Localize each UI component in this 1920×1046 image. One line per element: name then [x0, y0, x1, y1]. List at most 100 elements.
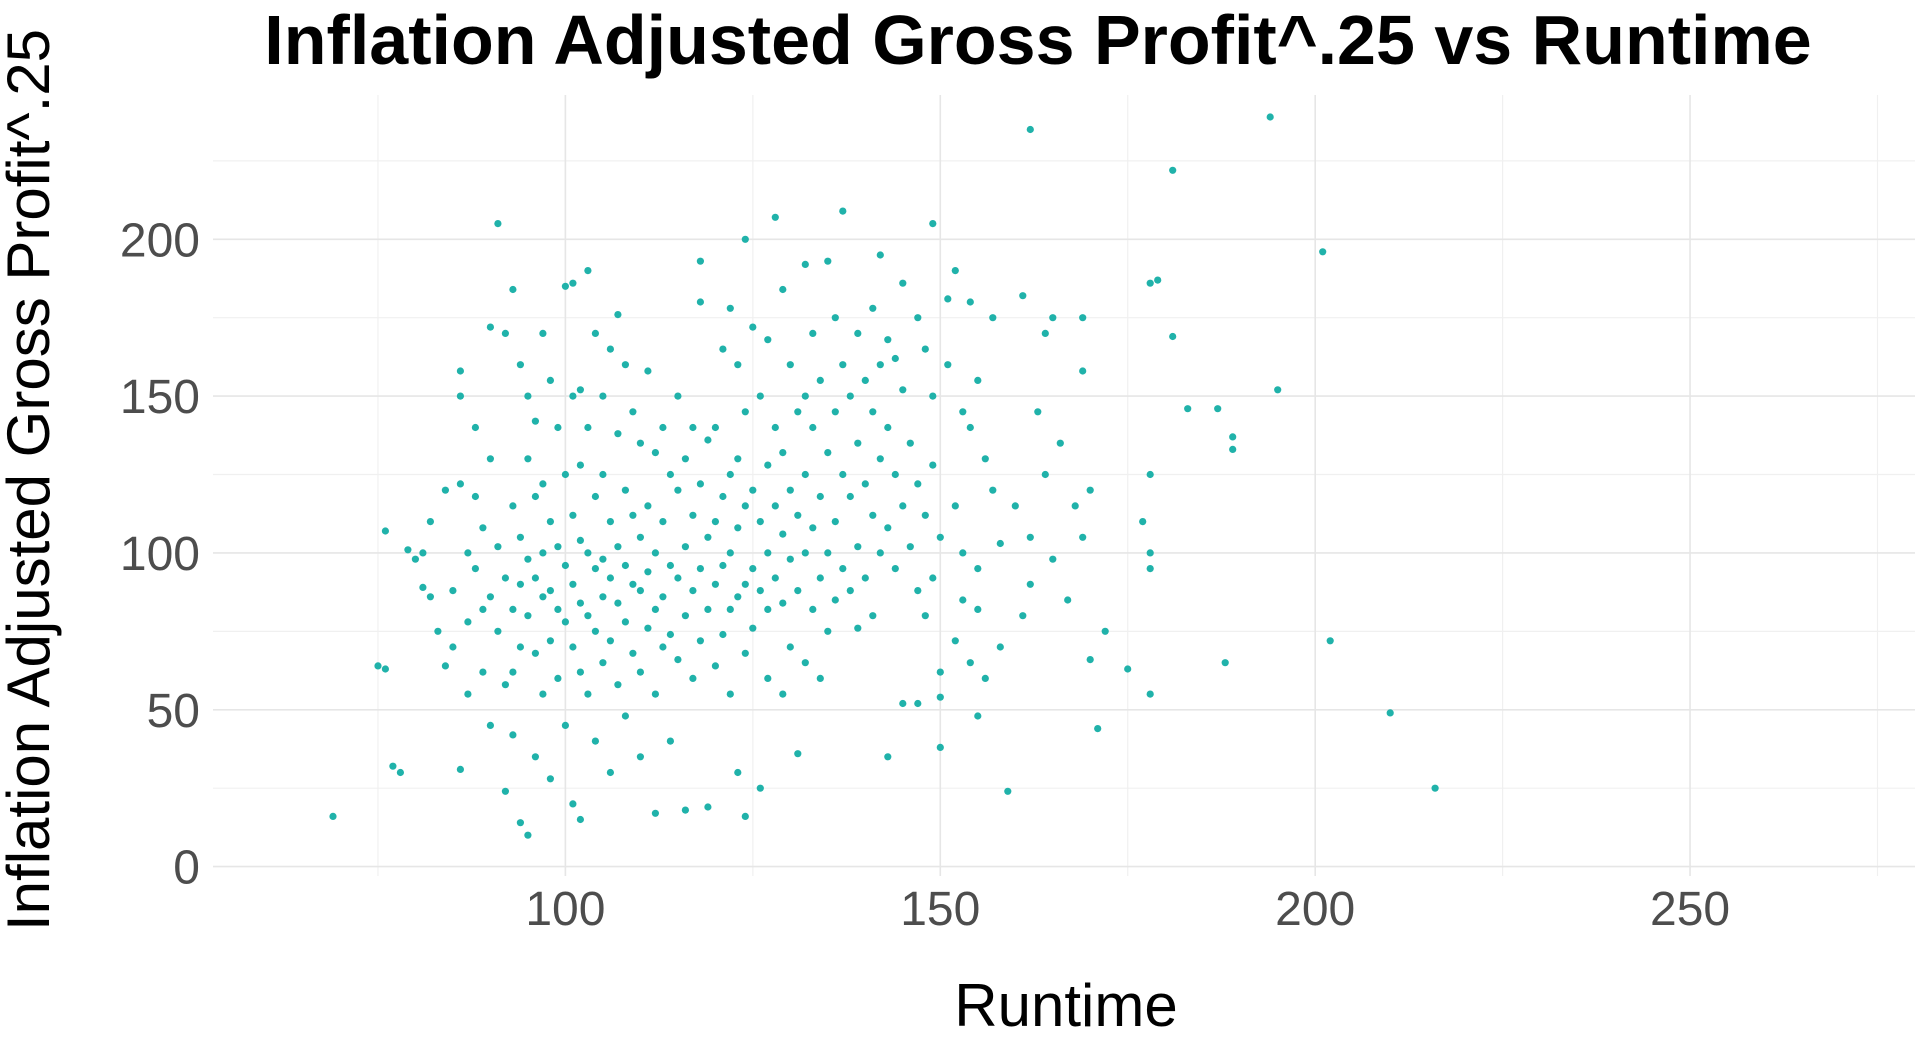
- data-point: [651, 690, 660, 698]
- data-point: [426, 518, 434, 526]
- data-point: [1056, 439, 1064, 447]
- data-point: [606, 637, 615, 645]
- data-point: [726, 304, 734, 312]
- data-point: [621, 618, 630, 626]
- data-point: [659, 518, 667, 526]
- data-point: [501, 329, 509, 337]
- data-point: [989, 486, 997, 494]
- data-point: [389, 762, 397, 770]
- data-point: [711, 518, 720, 526]
- x-tick-label: 200: [1275, 883, 1355, 936]
- data-point: [449, 643, 457, 651]
- data-point: [726, 470, 734, 479]
- data-point: [846, 392, 854, 400]
- data-point: [869, 612, 877, 620]
- data-point: [561, 282, 570, 290]
- data-point: [531, 649, 540, 657]
- data-point: [426, 593, 434, 601]
- data-point: [831, 314, 839, 322]
- data-point: [1041, 329, 1049, 337]
- data-point: [936, 668, 944, 676]
- data-point: [524, 392, 532, 400]
- data-point: [749, 486, 757, 494]
- data-point: [509, 502, 517, 510]
- data-point: [914, 480, 922, 488]
- data-point: [801, 392, 809, 400]
- data-point: [569, 279, 577, 287]
- data-point: [396, 768, 404, 777]
- data-point: [974, 565, 982, 573]
- data-point: [921, 612, 929, 620]
- data-point: [621, 712, 630, 720]
- data-point: [561, 618, 570, 626]
- data-point: [929, 574, 937, 582]
- data-point: [726, 605, 734, 614]
- data-point: [509, 605, 517, 614]
- data-point: [1041, 470, 1049, 479]
- data-point: [644, 568, 652, 576]
- data-point: [1011, 502, 1019, 510]
- data-point: [464, 690, 472, 698]
- data-point: [524, 831, 532, 839]
- data-point: [741, 502, 749, 510]
- data-point: [801, 260, 809, 268]
- data-point: [944, 295, 952, 303]
- data-point: [711, 423, 720, 432]
- data-point: [516, 819, 525, 827]
- data-point: [1146, 549, 1154, 557]
- data-point: [704, 803, 712, 811]
- data-point: [636, 668, 645, 676]
- data-point: [824, 257, 832, 265]
- data-point: [989, 314, 997, 322]
- data-point: [876, 549, 884, 557]
- data-point: [719, 492, 727, 501]
- data-point: [539, 549, 547, 557]
- data-point: [636, 753, 645, 761]
- data-point: [471, 565, 479, 573]
- data-point: [749, 565, 757, 573]
- data-point: [741, 649, 749, 657]
- data-point: [569, 800, 577, 808]
- data-point: [1086, 486, 1094, 494]
- data-point: [674, 486, 682, 494]
- data-point: [1086, 656, 1094, 664]
- data-point: [711, 662, 720, 670]
- x-axis-title: Runtime: [954, 972, 1177, 1039]
- data-point: [876, 251, 884, 259]
- data-point: [591, 627, 600, 635]
- data-point: [794, 511, 802, 519]
- data-point: [906, 439, 914, 447]
- data-point: [1169, 166, 1177, 174]
- data-point: [771, 502, 779, 510]
- data-point: [1154, 276, 1162, 284]
- data-point: [419, 583, 427, 592]
- data-point: [966, 423, 974, 432]
- data-point: [696, 565, 705, 573]
- data-point: [966, 298, 974, 306]
- data-point: [644, 502, 652, 510]
- data-point: [659, 643, 667, 651]
- data-point: [734, 361, 742, 369]
- data-point: [734, 524, 742, 532]
- data-point: [779, 690, 787, 698]
- data-point: [516, 361, 525, 369]
- data-point: [719, 561, 727, 570]
- data-point: [546, 587, 555, 595]
- data-point: [809, 605, 817, 614]
- data-point: [959, 408, 967, 416]
- data-point: [884, 423, 892, 432]
- data-point: [606, 518, 615, 526]
- data-point: [854, 439, 862, 447]
- data-point: [621, 486, 630, 494]
- data-point: [696, 298, 705, 306]
- data-point: [666, 470, 675, 479]
- data-point: [576, 536, 585, 545]
- data-point: [929, 392, 937, 400]
- data-point: [1071, 502, 1079, 510]
- data-point: [876, 455, 884, 463]
- data-point: [756, 518, 764, 526]
- data-point: [951, 267, 959, 275]
- data-point: [876, 361, 884, 369]
- data-point: [494, 220, 502, 228]
- data-point: [1146, 279, 1154, 287]
